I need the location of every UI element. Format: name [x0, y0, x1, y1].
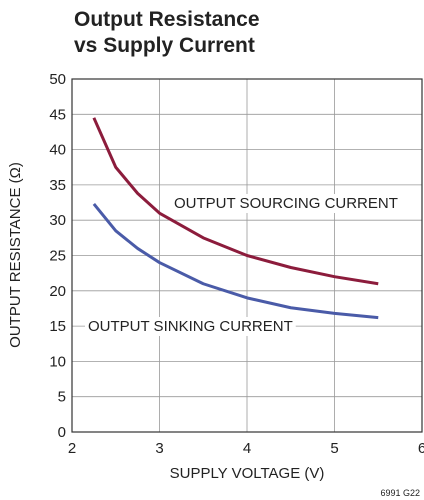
y-axis-label: OUTPUT RESISTANCE (Ω): [7, 162, 24, 348]
x-axis-label: SUPPLY VOLTAGE (V): [170, 465, 325, 482]
x-tick-label: 5: [330, 440, 338, 457]
y-tick-label: 25: [49, 248, 66, 265]
y-tick-label: 45: [49, 106, 66, 123]
y-tick-label: 30: [49, 212, 66, 229]
y-tick-label: 0: [58, 424, 66, 441]
annotation-bg: [85, 317, 296, 336]
series-line: [92, 203, 379, 320]
x-tick-label: 6: [418, 440, 424, 457]
annotation: OUTPUT SOURCING CURRENT: [174, 195, 398, 212]
plot-frame: [71, 78, 423, 433]
y-tick-label: 5: [58, 389, 66, 406]
chart-title: Output Resistance: [74, 8, 260, 31]
y-tick-label: 20: [49, 283, 66, 300]
annotation-bg: [171, 194, 401, 213]
y-tick-label: 40: [49, 142, 66, 159]
footnote: 6991 G22: [380, 488, 420, 498]
x-tick-label: 2: [68, 440, 76, 457]
x-tick-label: 3: [155, 440, 163, 457]
series-line: [92, 117, 379, 286]
chart-title: vs Supply Current: [74, 34, 255, 57]
y-tick-label: 35: [49, 177, 66, 194]
y-tick-label: 15: [49, 318, 66, 335]
y-tick-label: 10: [49, 353, 66, 370]
annotation: OUTPUT SINKING CURRENT: [88, 318, 293, 335]
x-tick-label: 4: [243, 440, 251, 457]
y-tick-label: 50: [49, 71, 66, 88]
